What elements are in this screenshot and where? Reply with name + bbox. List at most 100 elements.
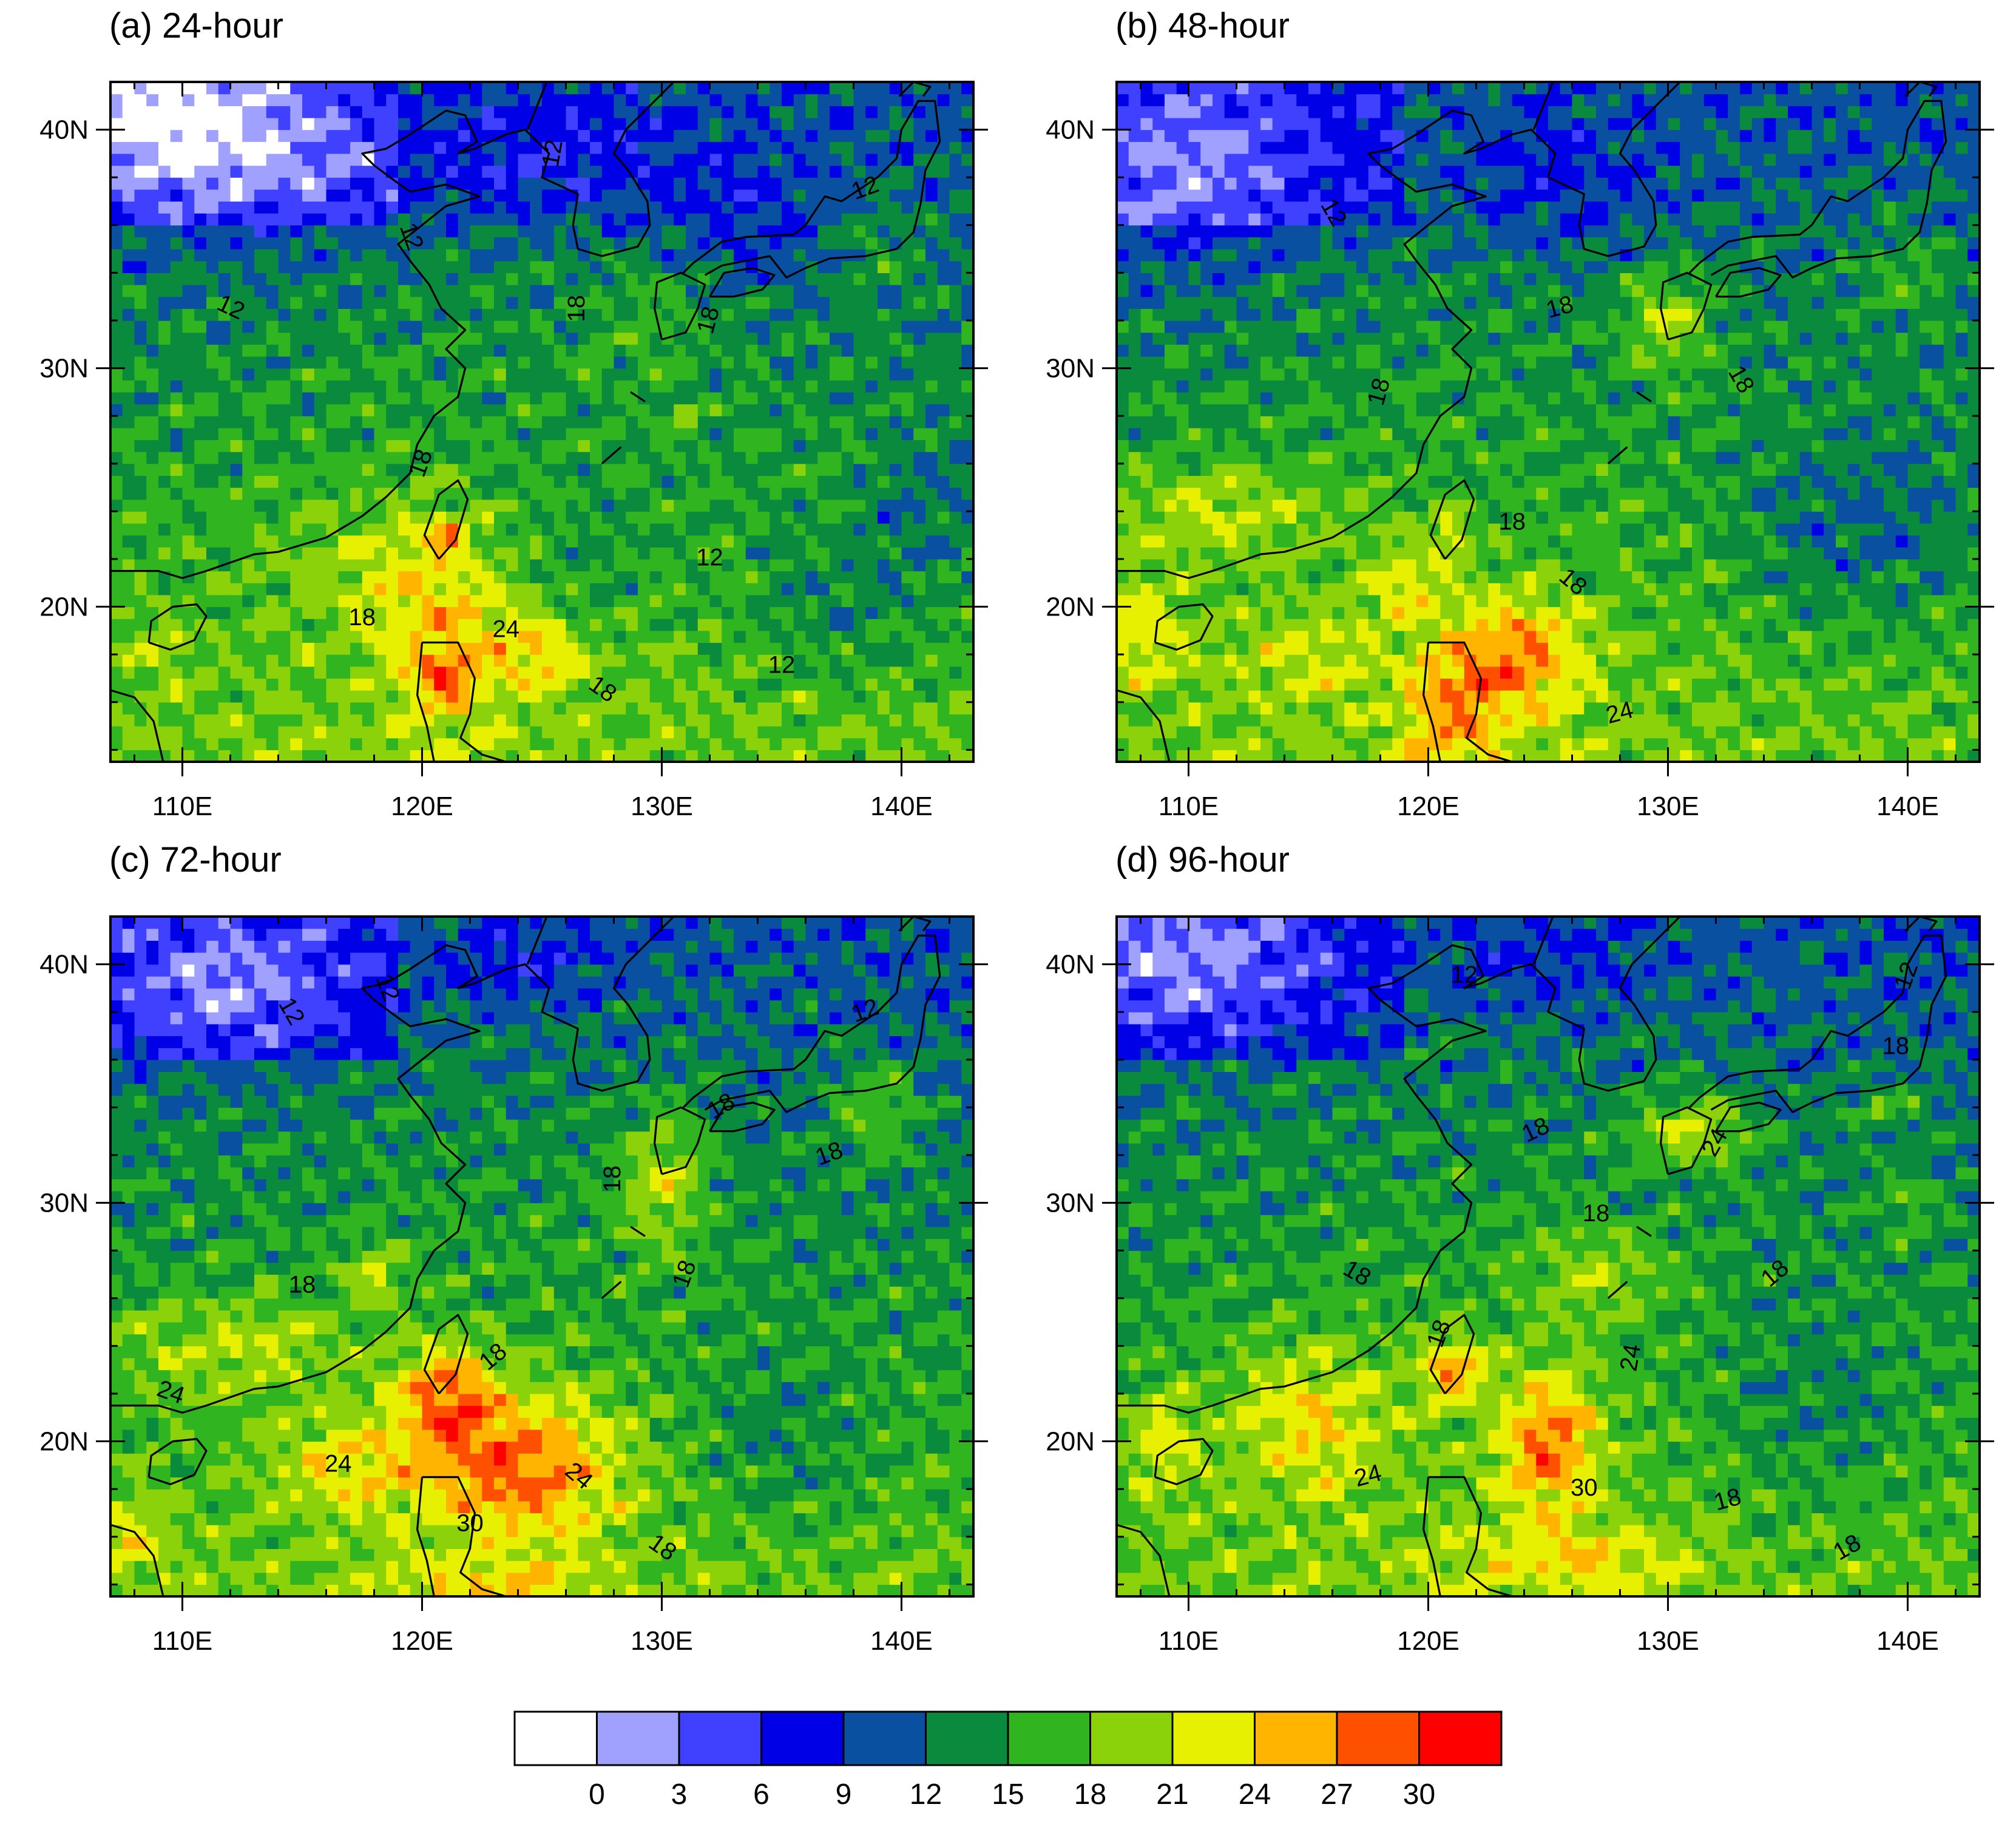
field-cell: [745, 356, 759, 369]
field-cell: [830, 416, 842, 429]
field-cell: [362, 583, 375, 595]
field-cell: [878, 332, 890, 345]
field-cell: [170, 583, 183, 595]
field-cell: [1272, 416, 1285, 429]
field-cell: [1152, 320, 1165, 333]
field-cell: [338, 654, 351, 667]
field-cell: [1213, 165, 1225, 178]
field-cell: [230, 296, 243, 309]
field-cell: [878, 273, 890, 285]
field-cell: [218, 463, 231, 476]
field-cell: [1260, 666, 1273, 679]
field-cell: [290, 273, 303, 285]
field-cell: [494, 606, 507, 619]
field-cell: [446, 332, 459, 345]
field-cell: [817, 129, 830, 142]
field-cell: [146, 523, 159, 536]
field-cell: [770, 702, 782, 714]
field-cell: [302, 690, 315, 703]
field-cell: [278, 714, 291, 727]
field-cell: [194, 201, 207, 214]
field-cell: [494, 82, 507, 95]
field-cell: [458, 213, 471, 226]
field-cell: [290, 368, 303, 381]
field-cell: [566, 296, 578, 309]
field-cell: [1165, 225, 1177, 238]
field-cell: [889, 392, 902, 405]
field-cell: [889, 273, 902, 285]
field-cell: [793, 499, 807, 512]
field-cell: [254, 475, 267, 488]
field-cell: [110, 523, 123, 536]
field-cell: [1224, 535, 1237, 548]
field-cell: [961, 153, 973, 166]
field-cell: [542, 201, 555, 214]
field-cell: [782, 690, 794, 703]
field-cell: [709, 463, 722, 476]
field-cell: [1176, 475, 1189, 488]
field-cell: [542, 296, 555, 309]
field-cell: [386, 106, 399, 118]
field-cell: [434, 690, 447, 703]
field-cell: [865, 737, 878, 750]
field-cell: [949, 237, 962, 249]
field-cell: [709, 93, 722, 106]
field-cell: [518, 93, 530, 106]
field-cell: [1260, 201, 1273, 214]
field-cell: [1176, 666, 1189, 679]
field-cell: [518, 213, 530, 226]
field-cell: [805, 737, 818, 750]
field-cell: [446, 523, 459, 536]
field-cell: [722, 630, 734, 643]
field-cell: [697, 475, 711, 488]
field-cell: [1128, 129, 1142, 142]
field-cell: [566, 368, 578, 381]
field-cell: [1248, 165, 1261, 178]
field-cell: [362, 93, 375, 106]
field-cell: [218, 630, 231, 643]
field-cell: [1165, 583, 1177, 595]
field-cell: [398, 726, 411, 739]
field-cell: [649, 702, 663, 714]
field-cell: [878, 511, 890, 524]
field-cell: [1128, 106, 1142, 118]
field-cell: [1284, 619, 1297, 631]
field-cell: [290, 487, 303, 500]
field-cell: [182, 439, 195, 452]
field-cell: [674, 475, 686, 488]
field-cell: [817, 93, 830, 106]
field-cell: [686, 308, 698, 321]
field-cell: [590, 523, 603, 536]
field-cell: [110, 368, 123, 381]
field-cell: [878, 606, 890, 619]
field-cell: [757, 642, 770, 655]
field-cell: [1188, 427, 1201, 441]
field-cell: [709, 750, 722, 762]
field-cell: [338, 344, 351, 357]
field-cell: [350, 141, 363, 154]
field-cell: [122, 558, 135, 572]
field-cell: [553, 308, 567, 321]
field-cell: [122, 737, 135, 750]
field-cell: [745, 547, 759, 560]
field-cell: [1165, 285, 1177, 297]
field-cell: [638, 249, 651, 262]
field-cell: [1224, 583, 1237, 595]
field-cell: [830, 666, 842, 679]
field-cell: [722, 427, 734, 441]
field-cell: [661, 380, 674, 393]
field-cell: [350, 320, 363, 333]
field-cell: [1165, 619, 1177, 631]
field-cell: [206, 249, 219, 262]
field-cell: [182, 153, 195, 166]
field-cell: [266, 594, 279, 608]
field-cell: [326, 427, 339, 441]
field-cell: [518, 308, 530, 321]
field-cell: [494, 296, 507, 309]
field-cell: [134, 523, 147, 536]
field-cell: [674, 523, 686, 536]
field-cell: [266, 153, 279, 166]
field-cell: [170, 606, 183, 619]
field-cell: [1140, 594, 1153, 608]
field-cell: [937, 690, 950, 703]
